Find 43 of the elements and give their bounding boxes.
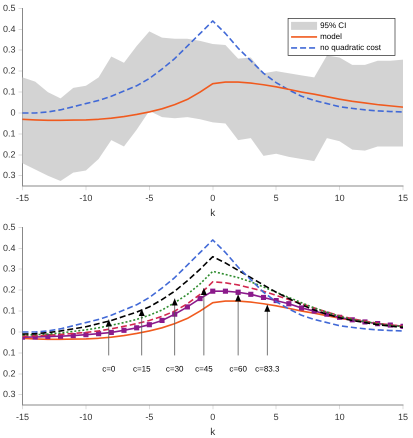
- y-tick-label: 0.5: [2, 2, 16, 13]
- y-tick-label: 0.3: [2, 389, 16, 400]
- y-tick-label: 0.2: [2, 149, 16, 160]
- y-tick-label: 0.3: [2, 44, 16, 55]
- y-tick-label: 0.3: [2, 264, 16, 274]
- y-tick-label: 0.1: [2, 86, 16, 97]
- annotation: c=83.3: [255, 364, 280, 374]
- x-tick-label: 0: [210, 412, 216, 422]
- y-tick-label: 0: [10, 326, 16, 336]
- x-tick-label: -15: [16, 412, 30, 422]
- x-axis-title: k: [210, 208, 216, 219]
- x-tick-label: -10: [79, 412, 92, 422]
- x-tick-label: 10: [334, 412, 345, 422]
- y-tick-label: 0.5: [2, 222, 16, 232]
- annotation: c=60: [229, 364, 248, 374]
- y-tick-label: 0.1: [2, 128, 16, 138]
- y-tick-label: 0.3: [2, 170, 16, 180]
- y-tick-label: 0.4: [2, 24, 16, 34]
- y-tick-label: 0.2: [2, 284, 16, 295]
- x-tick-label: 10: [334, 193, 345, 204]
- y-tick-label: 0.2: [2, 368, 16, 378]
- legend-label: 95% CI: [320, 21, 346, 30]
- x-tick-label: -5: [145, 193, 154, 204]
- y-tick-label: 0: [10, 107, 16, 118]
- y-tick-label: 0.1: [2, 347, 16, 358]
- annotation: c=15: [132, 364, 152, 374]
- y-tick-label: 0.4: [2, 242, 16, 253]
- legend-label: model: [320, 32, 342, 42]
- annotation: c=30: [166, 364, 184, 374]
- y-tick-label: 0.2: [2, 66, 16, 76]
- x-tick-label: 0: [210, 193, 216, 204]
- x-tick-label: 5: [274, 193, 279, 204]
- x-tick-label: 15: [398, 412, 408, 422]
- annotation: c=0: [102, 364, 116, 374]
- legend-label: no quadratic cost: [320, 43, 382, 52]
- x-tick-label: 5: [274, 412, 279, 422]
- x-tick-label: -5: [145, 412, 154, 422]
- annotation: c=45: [195, 364, 214, 374]
- x-tick-label: -15: [16, 193, 30, 204]
- x-tick-label: -10: [79, 193, 92, 204]
- x-tick-label: 15: [398, 193, 408, 204]
- x-axis-title: k: [210, 426, 216, 438]
- y-tick-label: 0.1: [2, 306, 16, 316]
